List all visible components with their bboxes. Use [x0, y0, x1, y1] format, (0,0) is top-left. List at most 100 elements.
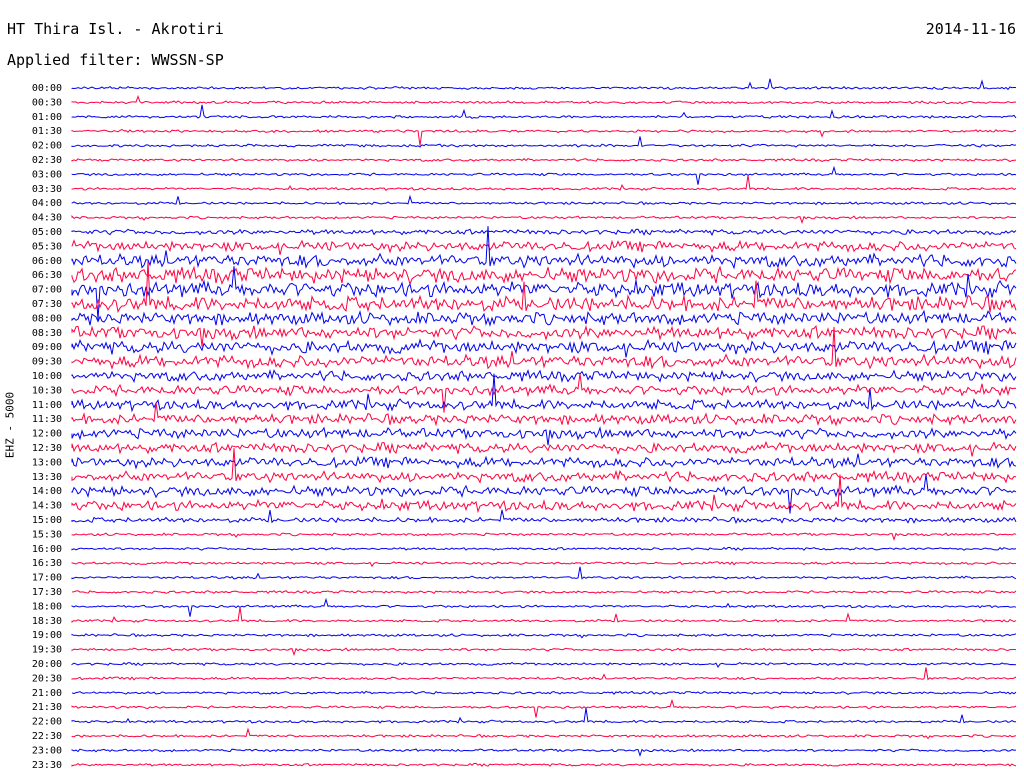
tick-label: 06:30 [32, 270, 62, 281]
tick-label: 11:30 [32, 414, 62, 425]
filter-label: Applied filter: WWSSN-SP [7, 51, 224, 69]
tick-label: 21:00 [32, 688, 62, 699]
tick-label: 18:30 [32, 616, 62, 627]
tick-label: 19:00 [32, 630, 62, 641]
trace-line [71, 215, 1017, 225]
trace-line [71, 266, 1017, 320]
trace-line [71, 373, 1017, 413]
trace-line [71, 597, 1017, 617]
trace-line [71, 326, 1017, 370]
trace-line [71, 158, 1017, 163]
tick-label: 05:00 [32, 227, 62, 238]
trace-line [71, 324, 1017, 347]
tick-label: 21:30 [32, 702, 62, 713]
tick-label: 14:30 [32, 501, 62, 512]
trace-line [71, 546, 1017, 551]
station-title: HT Thira Isl. - Akrotiri [7, 20, 224, 38]
trace-line [71, 532, 1017, 541]
trace-line [71, 647, 1017, 657]
trace-line [71, 402, 1017, 427]
date-label: 2014-11-16 [925, 20, 1016, 38]
tick-label: 13:00 [32, 457, 62, 468]
trace-line [71, 261, 1017, 314]
trace-line [71, 727, 1017, 740]
trace-line [71, 607, 1017, 623]
trace-line [71, 474, 1017, 514]
tick-label: 09:30 [32, 357, 62, 368]
trace-line [71, 309, 1017, 328]
tick-label: 18:00 [32, 601, 62, 612]
tick-label: 16:30 [32, 558, 62, 569]
trace-line [71, 426, 1017, 446]
trace-line [71, 194, 1017, 206]
trace-line [71, 453, 1017, 470]
trace-line [71, 265, 1017, 286]
tick-label: 11:00 [32, 400, 62, 411]
tick-label: 23:30 [32, 760, 62, 771]
trace-line [71, 633, 1017, 639]
tick-label: 03:30 [32, 184, 62, 195]
tick-label: 22:00 [32, 717, 62, 728]
trace-line [71, 440, 1017, 457]
trace-line [71, 226, 1017, 270]
tick-label: 06:00 [32, 256, 62, 267]
tick-label: 01:00 [32, 112, 62, 123]
tick-label: 03:00 [32, 169, 62, 180]
tick-label: 08:30 [32, 328, 62, 339]
trace-line [71, 561, 1017, 568]
tick-label: 02:00 [32, 141, 62, 152]
tick-label: 13:30 [32, 472, 62, 483]
trace-line [71, 373, 1017, 413]
trace-line [71, 590, 1017, 595]
tick-label: 14:00 [32, 486, 62, 497]
tick-label: 20:30 [32, 673, 62, 684]
tick-label: 01:30 [32, 126, 62, 137]
trace-line [71, 128, 1017, 146]
trace-line [71, 667, 1017, 681]
tick-label: 07:30 [32, 299, 62, 310]
tick-label: 15:30 [32, 529, 62, 540]
trace-line [71, 165, 1017, 185]
trace-line [71, 698, 1017, 718]
tick-label: 04:30 [32, 213, 62, 224]
trace-line [71, 368, 1017, 384]
tick-label: 00:00 [32, 83, 62, 94]
tick-label: 10:00 [32, 371, 62, 382]
tick-label: 08:00 [32, 313, 62, 324]
tick-label: 17:30 [32, 587, 62, 598]
trace-line [71, 661, 1017, 668]
tick-label: 12:30 [32, 443, 62, 454]
trace-line [71, 448, 1017, 484]
tick-label: 20:00 [32, 659, 62, 670]
tick-label: 10:30 [32, 385, 62, 396]
trace-line [71, 338, 1017, 358]
trace-line [71, 239, 1017, 255]
tick-label: 07:00 [32, 285, 62, 296]
trace-line [71, 762, 1017, 767]
trace-line [71, 690, 1017, 695]
tick-label: 05:30 [32, 241, 62, 252]
tick-label: 00:30 [32, 97, 62, 108]
tick-label: 23:00 [32, 745, 62, 756]
trace-line [71, 95, 1017, 105]
tick-label: 09:00 [32, 342, 62, 353]
trace-line [71, 748, 1017, 757]
tick-label: 19:30 [32, 645, 62, 656]
tick-label: 17:00 [32, 573, 62, 584]
tick-label: 15:00 [32, 515, 62, 526]
tick-label: 02:30 [32, 155, 62, 166]
tick-label: 22:30 [32, 731, 62, 742]
trace-line [71, 707, 1017, 724]
trace-line [71, 509, 1017, 525]
trace-line [71, 566, 1017, 580]
tick-label: 16:00 [32, 544, 62, 555]
trace-line [71, 136, 1017, 148]
trace-line [71, 228, 1017, 237]
trace-line [71, 78, 1017, 91]
trace-line [71, 474, 1017, 514]
tick-label: 12:00 [32, 429, 62, 440]
trace-line [71, 104, 1017, 119]
tick-label: 04:00 [32, 198, 62, 209]
trace-line [71, 175, 1017, 191]
